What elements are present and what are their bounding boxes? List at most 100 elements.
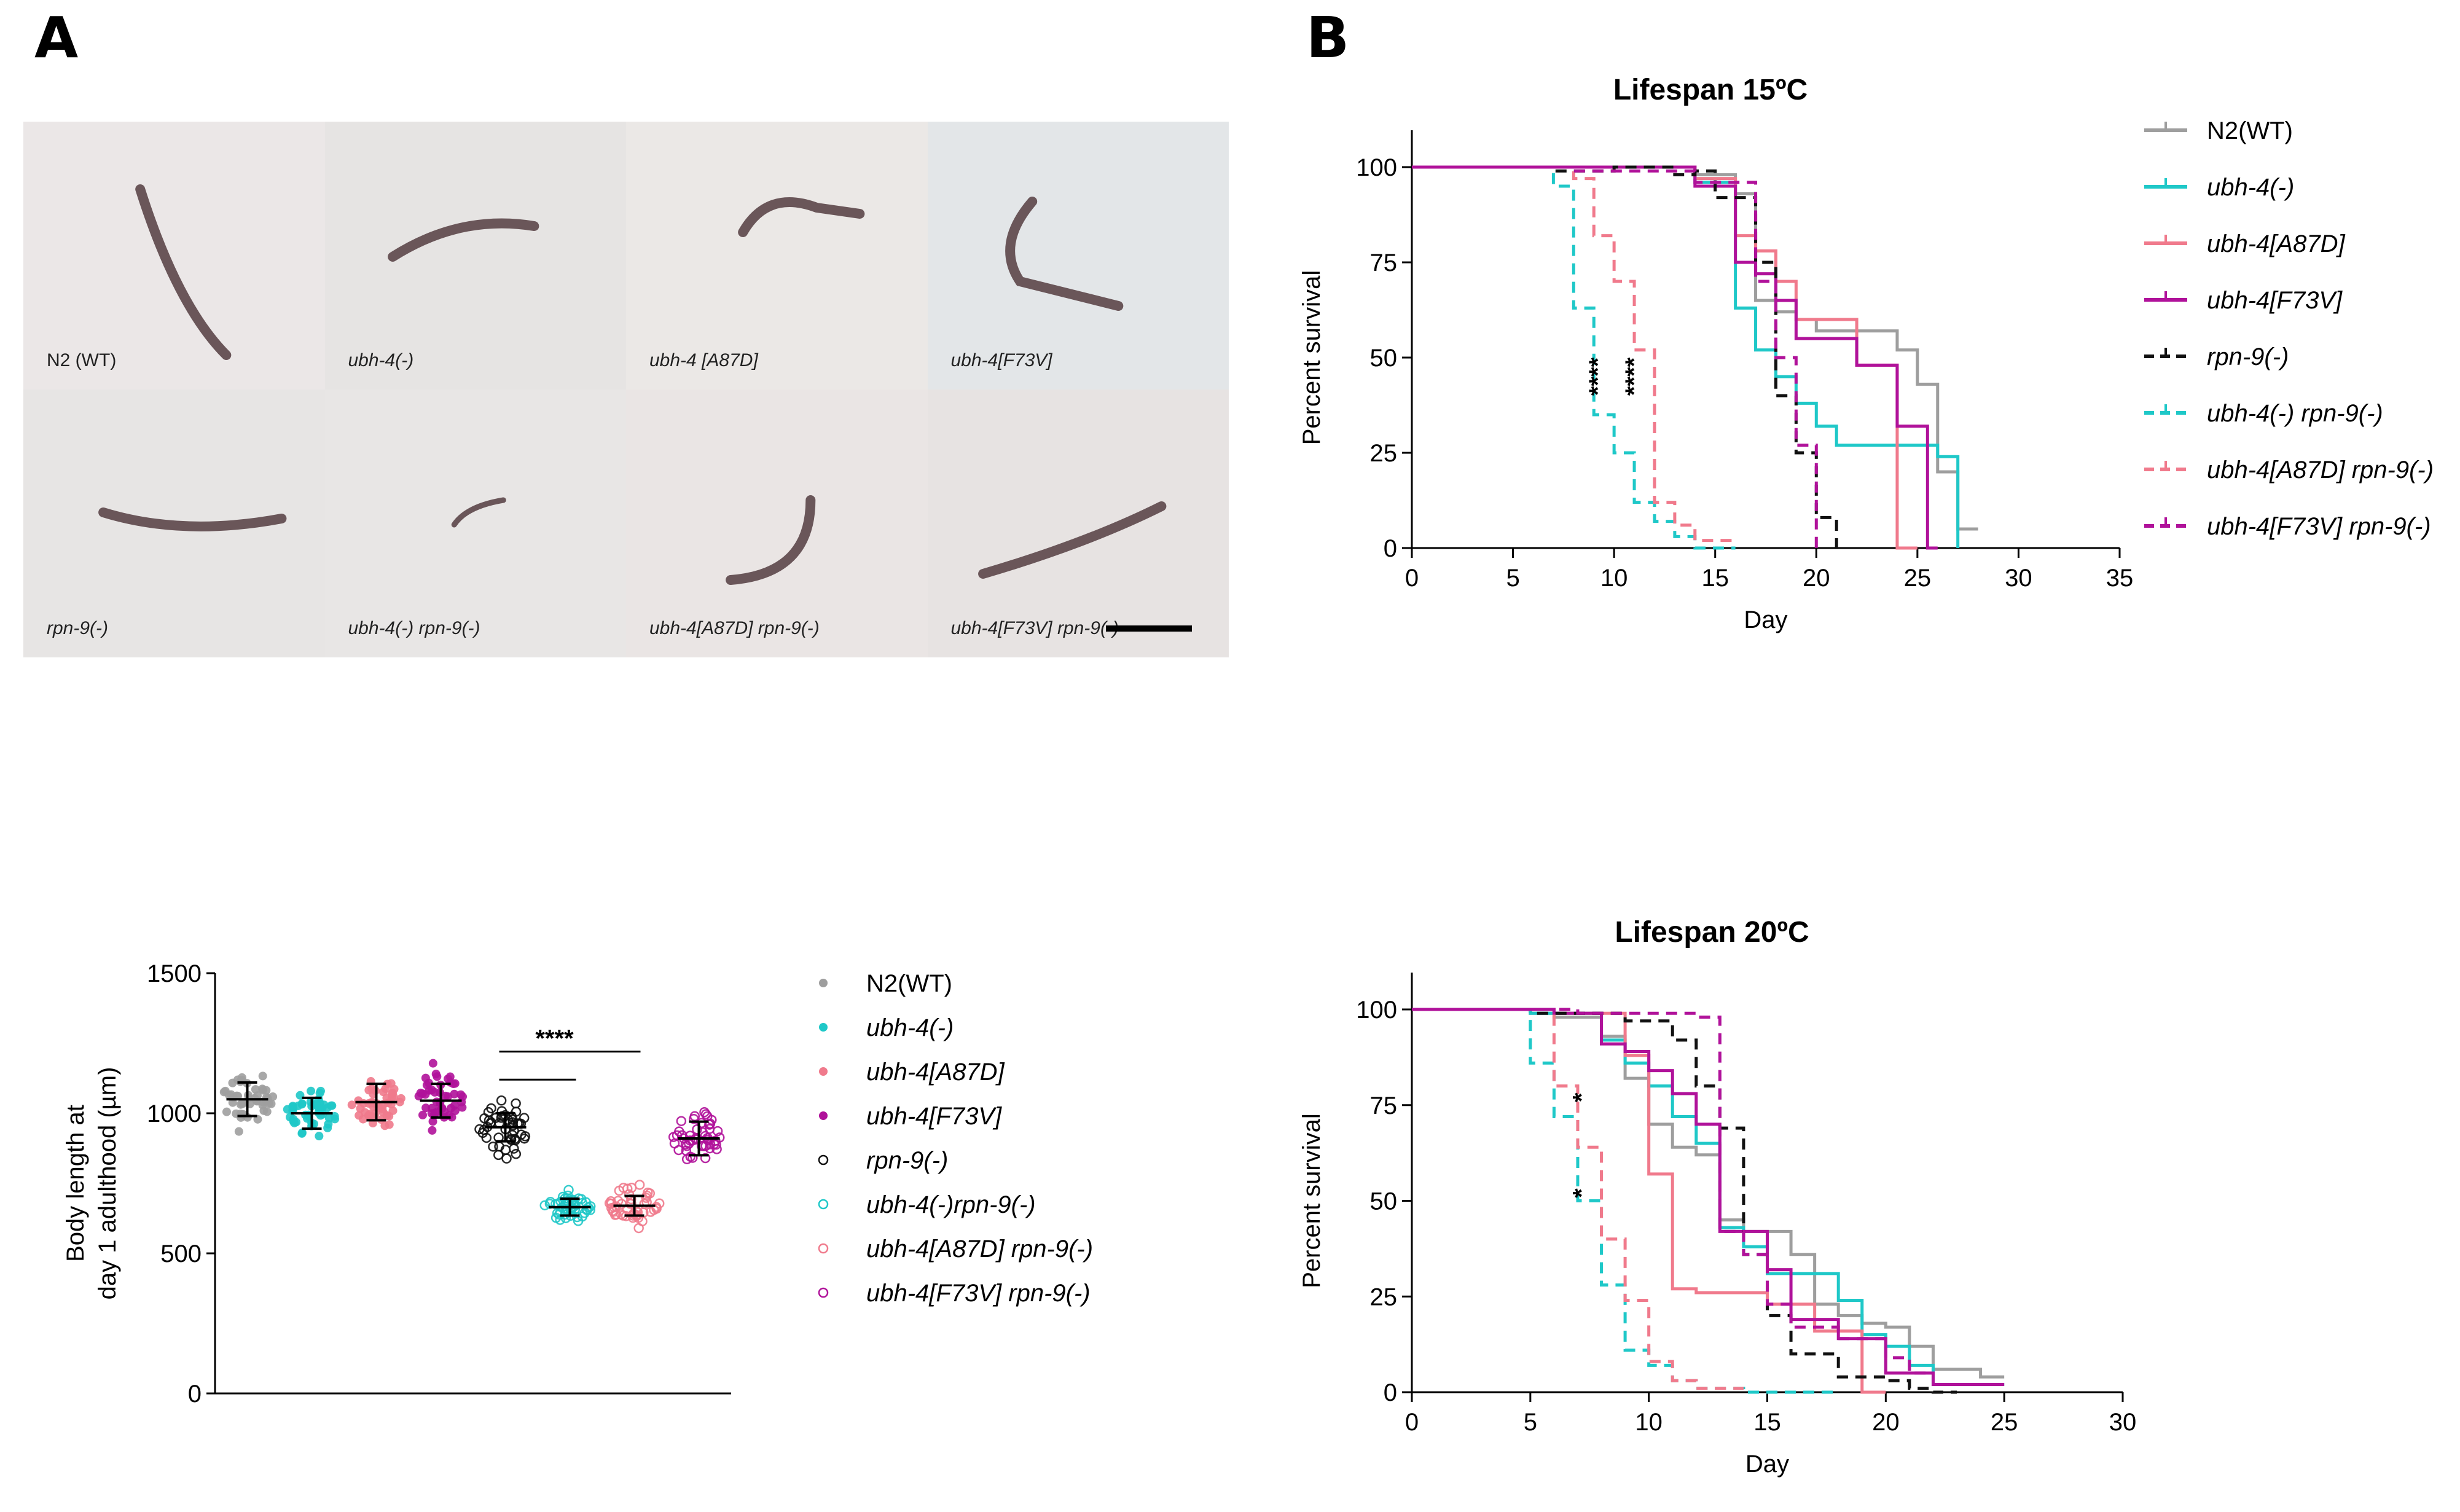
x-tick-label: 0	[1405, 1409, 1419, 1436]
significance-label: ****	[535, 1025, 574, 1052]
survival-curve	[1412, 1008, 2005, 1379]
x-tick-label: 30	[2005, 565, 2032, 592]
data-point	[253, 1091, 262, 1100]
data-point	[224, 1091, 233, 1100]
data-point	[450, 1089, 459, 1099]
data-point	[297, 1128, 307, 1137]
data-point	[511, 1107, 522, 1117]
data-point	[418, 1110, 428, 1119]
x-tick-label: 10	[1600, 565, 1628, 592]
survival-curve	[1412, 1008, 2005, 1387]
y-axis-label-line2: day 1 adulthood (µm)	[94, 1067, 121, 1300]
data-point	[493, 1150, 504, 1161]
data-point	[711, 1144, 722, 1154]
x-tick-label: 0	[1405, 565, 1419, 592]
data-point	[689, 1113, 699, 1124]
data-point	[238, 1099, 247, 1108]
data-point	[654, 1198, 665, 1208]
legend-label: rpn-9(-)	[2207, 343, 2289, 370]
data-point	[315, 1104, 324, 1113]
data-point	[496, 1106, 507, 1116]
data-point	[496, 1095, 507, 1106]
worm-shape	[1005, 197, 1123, 311]
data-point	[315, 1089, 324, 1098]
data-point	[668, 1132, 679, 1142]
x-tick-label: 25	[1991, 1409, 2018, 1436]
legend-label: ubh-4(-)rpn-9(-)	[866, 1191, 1036, 1218]
worm-shape	[98, 507, 287, 531]
chart-title: Lifespan 20ºC	[1615, 916, 1809, 949]
y-axis-label-line1: Body length at	[62, 1105, 89, 1262]
worm-shape	[738, 197, 865, 237]
y-tick-label: 25	[1370, 1283, 1398, 1310]
data-point	[707, 1114, 717, 1126]
y-tick-label: 100	[1356, 154, 1397, 181]
x-tick-label: 20	[1803, 565, 1830, 592]
data-point	[479, 1113, 490, 1124]
data-point	[572, 1212, 582, 1223]
survival-curve	[1412, 1008, 2005, 1387]
legend-marker	[818, 1154, 829, 1165]
photo-label: N2 (WT)	[47, 350, 117, 370]
data-point	[234, 1127, 243, 1136]
survival-curve	[1412, 165, 1736, 550]
worm-photo: ubh-4(-) rpn-9(-)	[324, 390, 626, 657]
y-tick-label: 0	[1384, 535, 1397, 562]
data-point	[712, 1126, 723, 1137]
legend-label: ubh-4[A87D] rpn-9(-)	[2207, 456, 2434, 484]
survival-curve	[1412, 1008, 1744, 1390]
x-tick-label: 5	[1524, 1409, 1537, 1436]
data-point	[383, 1079, 392, 1089]
legend-label: rpn-9(-)	[866, 1147, 948, 1174]
panel-a-letter: A	[34, 5, 79, 71]
x-tick-label: 5	[1506, 565, 1519, 592]
significance-label: ****	[1585, 357, 1612, 396]
legend-marker	[819, 1111, 828, 1120]
data-point	[396, 1094, 405, 1103]
data-point	[699, 1107, 710, 1118]
significance-label: ****	[1621, 357, 1648, 396]
legend-marker	[818, 1199, 829, 1210]
data-point	[450, 1101, 459, 1110]
data-point	[700, 1109, 711, 1119]
survival-curve	[1412, 1008, 1933, 1375]
legend-marker	[819, 1023, 828, 1032]
x-tick-label: 35	[2106, 565, 2134, 592]
legend-label: ubh-4[A87D] rpn-9(-)	[866, 1236, 1093, 1263]
worm-photo: rpn-9(-)	[23, 390, 325, 657]
data-point	[633, 1223, 644, 1234]
y-tick-label: 25	[1370, 440, 1398, 467]
legend-label: ubh-4(-)	[866, 1014, 954, 1041]
data-point	[634, 1180, 645, 1190]
data-point	[378, 1104, 387, 1113]
data-point	[421, 1073, 430, 1083]
worm-shape	[726, 495, 816, 585]
data-point	[458, 1092, 467, 1101]
legend-marker	[818, 1287, 829, 1298]
worm-photo: ubh-4(-)	[324, 122, 626, 390]
photo-label: rpn-9(-)	[47, 618, 109, 638]
worm-image	[738, 197, 865, 237]
data-point	[356, 1104, 365, 1113]
data-point	[486, 1103, 496, 1114]
data-point	[488, 1142, 498, 1152]
significance-label: *	[1568, 1188, 1595, 1198]
x-tick-label: 15	[1701, 565, 1729, 592]
legend-label: ubh-4[F73V]	[866, 1103, 1002, 1130]
legend-marker	[819, 979, 828, 987]
y-tick-label: 0	[1384, 1379, 1397, 1406]
data-point	[674, 1126, 684, 1137]
data-point	[550, 1212, 562, 1223]
x-tick-label: 30	[2109, 1409, 2137, 1436]
legend-label: N2(WT)	[2207, 117, 2293, 144]
panel-b-letter: B	[1306, 5, 1350, 71]
data-point	[681, 1154, 692, 1165]
worm-shape	[977, 501, 1166, 579]
data-point	[258, 1100, 267, 1110]
legend-label: ubh-4(-)	[2207, 174, 2294, 201]
y-tick-label: 500	[160, 1240, 202, 1267]
photo-label: ubh-4 [A87D]	[649, 350, 758, 370]
worm-image	[135, 184, 232, 360]
worm-image	[98, 507, 287, 531]
